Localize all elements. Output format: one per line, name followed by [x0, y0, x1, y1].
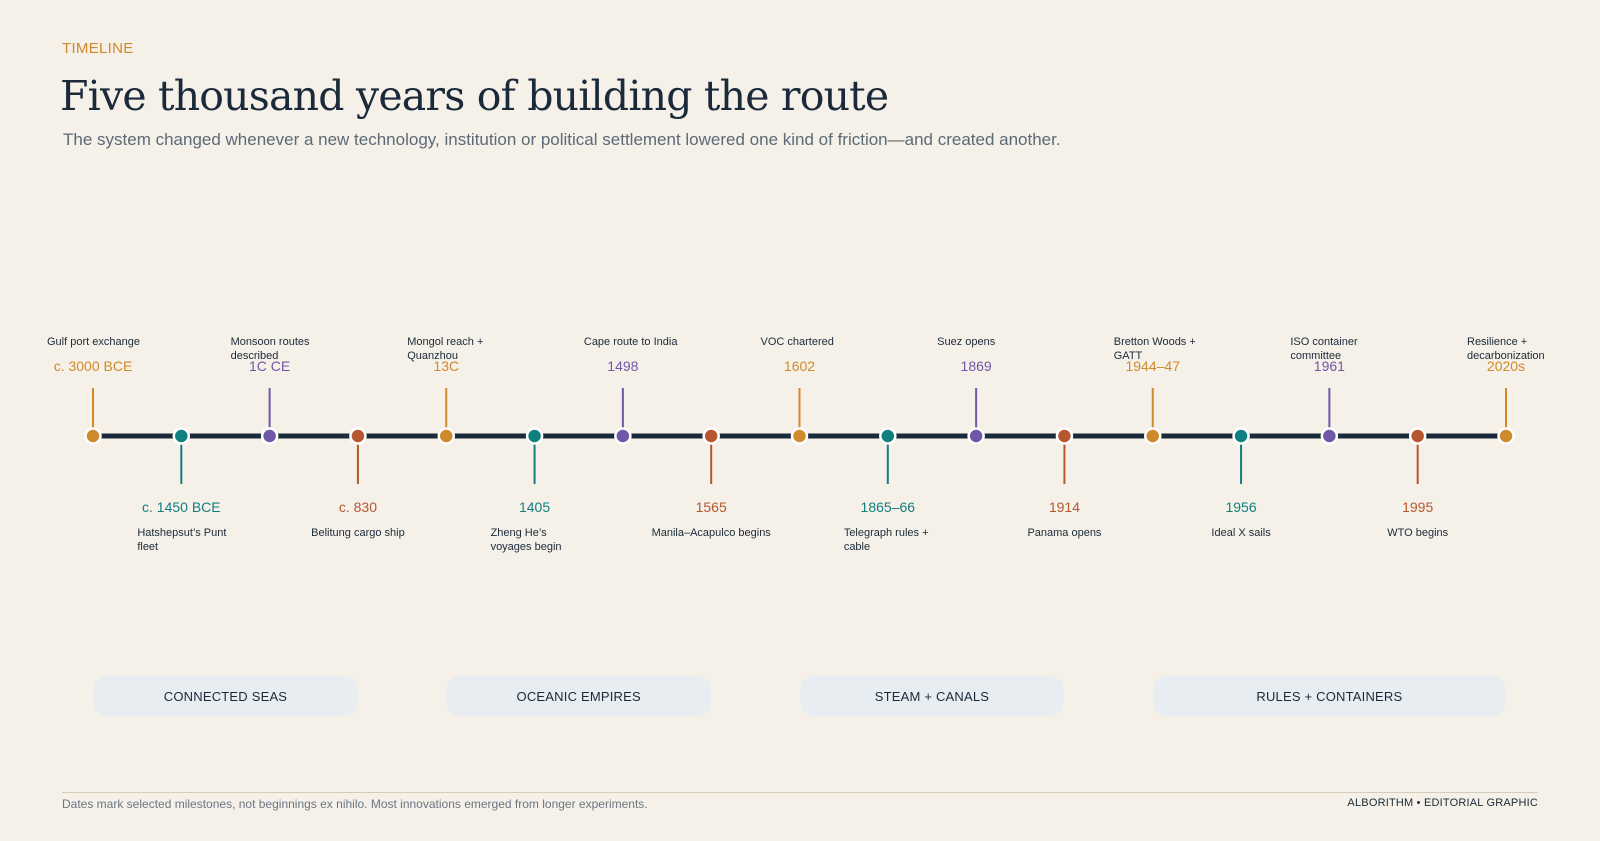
- event-dot: [437, 427, 455, 445]
- event-date: 1405: [518, 499, 551, 515]
- event-dot: [172, 427, 191, 445]
- event-dot: [1055, 427, 1074, 445]
- era-band: OCEANIC EMPIRES: [446, 676, 712, 716]
- event-date: 1995: [1402, 499, 1434, 515]
- event-date: 1865–66: [860, 499, 916, 515]
- event-date: 1602: [783, 358, 816, 374]
- event-dot: [702, 427, 720, 445]
- event-date: 1944–47: [1125, 358, 1180, 374]
- event-date: 1956: [1225, 499, 1257, 515]
- event-date: c. 3000 BCE: [53, 358, 133, 374]
- event-label: WTO begins: [1387, 527, 1449, 539]
- event-label: Zheng He’s voyages begin: [490, 527, 562, 553]
- event-date: 1914: [1048, 499, 1081, 515]
- event-label: VOC chartered: [760, 336, 834, 348]
- event-label: Monsoon routes described: [230, 336, 310, 362]
- event-dot: [1408, 427, 1427, 445]
- event-label: Panama opens: [1027, 527, 1102, 539]
- event-label: Resilience + decarbonization: [1467, 336, 1545, 362]
- event-label: Mongol reach + Quanzhou: [407, 336, 484, 362]
- event-label: Manila–Acapulco begins: [651, 527, 771, 539]
- event-label: Cape route to India: [583, 336, 678, 348]
- event-date: 1498: [607, 358, 639, 374]
- event-date: 1565: [695, 499, 727, 515]
- event-label: ISO container committee: [1290, 336, 1358, 362]
- event-dot: [1320, 427, 1339, 445]
- event-date: 2020s: [1486, 358, 1526, 374]
- event-label: Suez opens: [937, 336, 996, 348]
- event-dot: [1232, 427, 1250, 445]
- event-dot: [525, 427, 544, 445]
- event-date: c. 830: [338, 499, 377, 515]
- page-title: Five thousand years of building the rout…: [60, 72, 889, 120]
- event-dot: [1144, 427, 1162, 445]
- event-date: 13C: [433, 358, 460, 374]
- era-band: CONNECTED SEAS: [93, 676, 358, 716]
- event-dot: [614, 427, 632, 445]
- credit: ALBORITHM • EDITORIAL GRAPHIC: [1347, 797, 1538, 809]
- footnote: Dates mark selected milestones, not begi…: [62, 797, 648, 811]
- event-label: Ideal X sails: [1211, 527, 1271, 539]
- page-subtitle: The system changed whenever a new techno…: [63, 130, 1061, 149]
- eyebrow: TIMELINE: [62, 40, 134, 57]
- event-dot: [260, 427, 279, 445]
- event-dot: [790, 427, 809, 445]
- event-dot: [1497, 427, 1515, 445]
- event-label: Telegraph rules + cable: [843, 527, 929, 553]
- footer-rule: [62, 792, 1538, 793]
- event-dot: [879, 427, 897, 445]
- era-band: RULES + CONTAINERS: [1152, 676, 1506, 716]
- event-dot: [84, 427, 102, 445]
- event-label: Belitung cargo ship: [311, 527, 405, 539]
- event-label: Bretton Woods + GATT: [1113, 336, 1196, 362]
- event-label: Hatshepsut’s Punt fleet: [137, 527, 227, 553]
- era-band: STEAM + CANALS: [799, 676, 1065, 716]
- event-date: 1C CE: [249, 358, 291, 374]
- event-date: 1961: [1313, 358, 1345, 374]
- event-date: c. 1450 BCE: [142, 499, 221, 515]
- event-label: Gulf port exchange: [47, 336, 140, 348]
- event-dot: [349, 427, 367, 445]
- event-date: 1869: [960, 358, 992, 374]
- event-dot: [967, 427, 985, 445]
